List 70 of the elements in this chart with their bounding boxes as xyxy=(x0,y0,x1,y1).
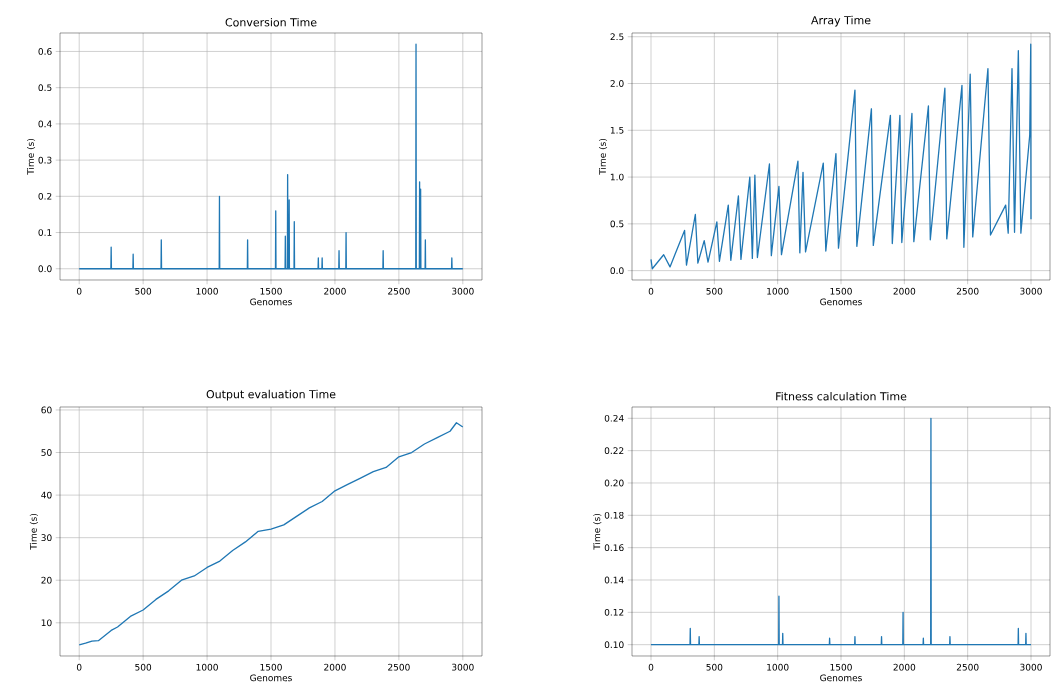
y-tick-label: 2.5 xyxy=(610,33,624,41)
y-tick-label: 0.5 xyxy=(610,220,624,228)
x-tick-label: 2500 xyxy=(388,663,410,671)
x-tick-label: 500 xyxy=(706,287,723,295)
y-tick-label: 30 xyxy=(41,534,52,542)
y-axis-title: Time (s) xyxy=(29,513,38,550)
x-tick-label: 2000 xyxy=(893,663,916,671)
chart-title: Array Time xyxy=(811,15,871,27)
chart-title: Conversion Time xyxy=(225,17,317,27)
y-tick-label: 60 xyxy=(41,406,52,414)
y-tick-label: 0.14 xyxy=(604,576,624,584)
y-tick-label: 40 xyxy=(41,491,52,499)
x-tick-label: 1000 xyxy=(196,663,218,671)
chart-title: Fitness calculation Time xyxy=(776,391,907,401)
x-tick-label: 2500 xyxy=(388,287,410,295)
x-axis-title: Genomes xyxy=(250,298,292,306)
x-tick-label: 1500 xyxy=(830,287,852,295)
y-tick-label: 0.22 xyxy=(604,447,624,455)
line-series xyxy=(650,43,1032,270)
x-tick-label: 1000 xyxy=(196,287,218,295)
x-tick-label: 1500 xyxy=(260,287,282,295)
y-tick-label: 0.16 xyxy=(604,544,624,552)
y-tick-label: 10 xyxy=(41,619,52,627)
y-tick-label: 0.12 xyxy=(604,608,624,616)
x-tick-label: 1000 xyxy=(767,287,789,295)
y-tick-label: 20 xyxy=(41,576,52,584)
x-tick-label: 2000 xyxy=(324,287,346,295)
x-axis-title: Genomes xyxy=(820,674,862,682)
y-tick-label: 0.0 xyxy=(610,267,624,275)
x-tick-label: 500 xyxy=(135,663,152,671)
x-tick-label: 3000 xyxy=(452,663,474,671)
x-tick-label: 0 xyxy=(648,663,654,671)
x-axis-title: Genomes xyxy=(820,298,862,306)
y-tick-label: 50 xyxy=(41,449,52,456)
y-tick-label: 0.4 xyxy=(38,120,52,128)
y-tick-label: 0.2 xyxy=(38,192,52,200)
y-tick-label: 0.18 xyxy=(604,511,624,519)
x-tick-label: 3000 xyxy=(1020,663,1042,671)
line-series xyxy=(78,43,464,270)
y-tick-label: 1.5 xyxy=(610,126,624,134)
y-axis-title: Time (s) xyxy=(593,513,602,550)
y-tick-label: 0.5 xyxy=(38,84,52,92)
x-tick-label: 2000 xyxy=(893,287,916,295)
y-tick-label: 0.6 xyxy=(38,48,52,55)
y-axis-title: Time (s) xyxy=(27,138,36,175)
y-tick-label: 0.0 xyxy=(38,265,52,273)
y-tick-label: 0.20 xyxy=(604,479,624,487)
x-tick-label: 2500 xyxy=(956,663,979,671)
x-tick-label: 3000 xyxy=(452,287,474,295)
x-tick-label: 0 xyxy=(76,663,82,671)
line-series xyxy=(650,417,1032,646)
y-tick-label: 0.24 xyxy=(604,414,624,422)
x-tick-label: 0 xyxy=(76,287,82,295)
x-tick-label: 500 xyxy=(135,287,152,295)
y-axis-title: Time (s) xyxy=(599,138,608,175)
x-tick-label: 1500 xyxy=(830,663,852,671)
x-axis-title: Genomes xyxy=(250,674,292,682)
y-tick-label: 0.3 xyxy=(38,156,52,164)
y-tick-label: 0.10 xyxy=(604,641,624,649)
y-tick-label: 0.1 xyxy=(38,229,52,236)
x-tick-label: 1500 xyxy=(260,663,282,671)
y-tick-label: 2.0 xyxy=(610,80,624,87)
x-tick-label: 0 xyxy=(648,287,654,295)
x-tick-label: 2000 xyxy=(324,663,346,671)
x-tick-label: 500 xyxy=(706,663,723,671)
x-tick-label: 1000 xyxy=(767,663,789,671)
x-tick-label: 3000 xyxy=(1020,287,1042,295)
x-tick-label: 2500 xyxy=(956,287,979,295)
y-tick-label: 1.0 xyxy=(610,173,624,181)
chart-title: Output evaluation Time xyxy=(206,389,336,401)
